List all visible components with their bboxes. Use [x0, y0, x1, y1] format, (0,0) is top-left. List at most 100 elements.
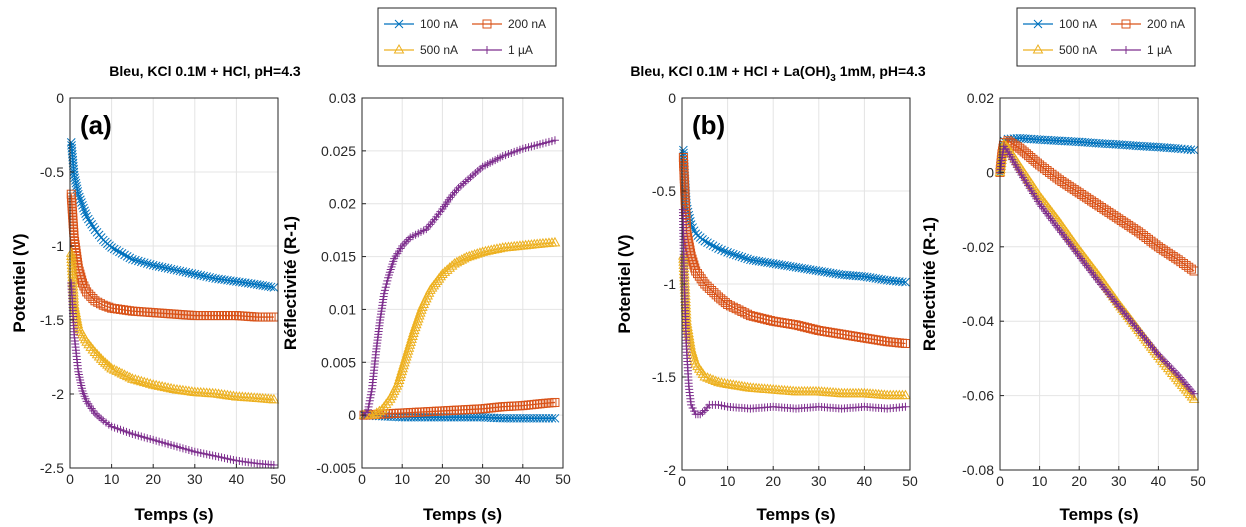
data-marker — [109, 244, 119, 254]
data-marker — [1067, 183, 1077, 193]
data-marker — [714, 244, 723, 254]
data-marker — [89, 346, 101, 357]
legend-label: 200 nA — [1147, 17, 1185, 31]
data-marker — [102, 359, 113, 369]
x-tick-label: 20 — [145, 471, 161, 487]
legend-marker — [482, 19, 492, 29]
data-marker — [133, 256, 143, 266]
data-marker — [1077, 189, 1087, 199]
data-marker — [414, 307, 426, 317]
data-marker — [145, 260, 155, 269]
data-marker — [547, 413, 557, 423]
data-marker — [743, 309, 753, 319]
data-marker — [412, 312, 424, 323]
legend-box — [1016, 7, 1196, 67]
series-1a — [360, 136, 559, 420]
data-marker — [1074, 188, 1084, 198]
legend-marker — [1032, 43, 1044, 54]
data-marker — [71, 178, 81, 188]
data-marker — [723, 299, 733, 309]
x-tick-label: 10 — [1032, 473, 1048, 489]
data-marker — [720, 298, 730, 308]
data-marker — [382, 280, 391, 289]
data-marker — [397, 362, 409, 373]
data-marker — [760, 314, 770, 324]
data-marker — [1059, 178, 1069, 188]
data-marker — [686, 251, 696, 261]
data-marker — [80, 284, 90, 294]
x-tick-label: 0 — [678, 473, 686, 489]
y-tick-label: 0.01 — [329, 301, 356, 317]
data-marker — [399, 353, 411, 364]
data-marker — [1126, 222, 1136, 232]
data-marker — [723, 248, 732, 257]
data-marker — [1161, 247, 1171, 257]
y-tick-label: 0 — [986, 164, 994, 180]
data-marker — [1124, 220, 1134, 230]
data-marker — [72, 184, 82, 194]
data-marker — [689, 354, 701, 365]
data-marker — [1096, 203, 1106, 213]
data-marker — [451, 256, 463, 267]
data-marker — [1189, 145, 1199, 155]
legend-label: 1 µA — [508, 43, 533, 57]
y-tick-label: -2 — [664, 462, 677, 478]
data-marker — [1089, 198, 1099, 208]
data-marker — [805, 323, 815, 333]
data-marker — [1129, 224, 1139, 234]
series-500na — [678, 250, 911, 400]
data-marker — [268, 393, 280, 404]
data-marker — [456, 254, 468, 264]
data-marker — [684, 239, 694, 249]
data-marker — [87, 343, 99, 354]
data-marker — [686, 346, 698, 356]
series-200na — [66, 189, 279, 322]
data-marker — [77, 275, 87, 285]
x-tick-label: 10 — [394, 471, 410, 487]
y-tick-label: -1 — [664, 276, 677, 292]
data-marker — [398, 242, 407, 250]
panel-label: (b) — [692, 110, 725, 140]
data-marker — [93, 350, 105, 361]
data-marker — [713, 376, 724, 387]
data-marker — [1153, 242, 1163, 252]
data-marker — [116, 368, 128, 378]
data-marker — [550, 136, 559, 145]
data-marker — [144, 378, 156, 388]
data-marker — [748, 311, 758, 321]
data-marker — [147, 379, 159, 389]
y-tick-label: -0.5 — [40, 164, 64, 180]
data-marker — [394, 371, 406, 382]
data-marker — [399, 356, 410, 367]
data-marker — [402, 237, 411, 246]
data-marker — [683, 236, 693, 246]
data-marker — [82, 212, 91, 221]
data-marker — [1131, 225, 1141, 235]
data-marker — [104, 302, 114, 312]
data-marker — [720, 246, 729, 256]
x-tick-label: 20 — [1071, 473, 1087, 489]
data-marker — [1087, 196, 1097, 206]
legend-marker — [483, 46, 491, 54]
data-marker — [684, 242, 694, 252]
y-tick-label: 0 — [668, 90, 676, 106]
data-marker — [898, 277, 907, 287]
data-marker — [85, 217, 95, 227]
data-marker — [754, 313, 764, 323]
data-marker — [138, 376, 150, 387]
x-tick-label: 20 — [435, 471, 451, 487]
data-marker — [1094, 201, 1104, 211]
data-marker — [70, 176, 80, 185]
x-tick-label: 10 — [104, 471, 120, 487]
data-marker — [1186, 145, 1196, 155]
data-marker — [1151, 240, 1161, 250]
group-title-a-text: Bleu, KCl 0.1M + HCl, pH=4.3 — [109, 63, 301, 79]
data-marker — [1104, 207, 1114, 217]
legend-b: 100 nA 200 nA 500 nA 1 µA — [1016, 7, 1196, 67]
group-title-b: Bleu, KCl 0.1M + HCl + La(OH)3 1mM, pH=4… — [630, 63, 926, 84]
data-marker — [395, 368, 407, 379]
x-tick-label: 30 — [811, 473, 827, 489]
x-tick-label: 20 — [765, 473, 781, 489]
data-marker — [745, 311, 755, 321]
y-tick-label: 0.02 — [967, 90, 994, 106]
